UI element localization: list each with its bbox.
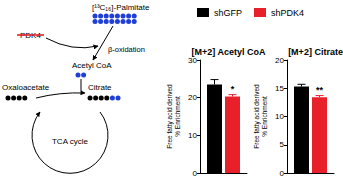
svg-text:Free fatty acid derived: Free fatty acid derived [166,84,174,149]
svg-text:20: 20 [275,56,284,65]
svg-text:**: ** [316,85,324,95]
svg-text:10: 10 [275,112,284,121]
svg-text:[M+2] Acetyl CoA: [M+2] Acetyl CoA [192,47,266,57]
svg-text:TCA cycle: TCA cycle [52,137,89,146]
svg-text:20: 20 [188,93,197,102]
svg-text:% Enrichment: % Enrichment [261,96,268,137]
svg-text:Oxaloacetate: Oxaloacetate [2,83,50,92]
svg-text:*: * [231,84,235,94]
svg-text:% Enrichment: % Enrichment [174,96,181,137]
svg-text:Free fatty acid derived: Free fatty acid derived [253,84,261,149]
svg-text:0: 0 [193,169,198,178]
svg-text:shGFP: shGFP [214,8,242,18]
svg-text:30: 30 [188,56,197,65]
svg-text:[¹³C₁₆]-Palmitate: [¹³C₁₆]-Palmitate [92,3,150,12]
svg-text:Acetyl CoA: Acetyl CoA [72,61,112,70]
svg-text:[M+2] Citrate: [M+2] Citrate [288,47,343,57]
svg-text:5: 5 [280,140,285,149]
svg-text:10: 10 [188,131,197,140]
svg-text:β-oxidation: β-oxidation [108,45,145,54]
svg-text:15: 15 [275,84,284,93]
svg-text:0: 0 [280,169,285,178]
svg-text:Citrate: Citrate [88,83,112,92]
svg-text:PDK4: PDK4 [20,31,41,40]
svg-text:shPDK4: shPDK4 [271,8,304,18]
